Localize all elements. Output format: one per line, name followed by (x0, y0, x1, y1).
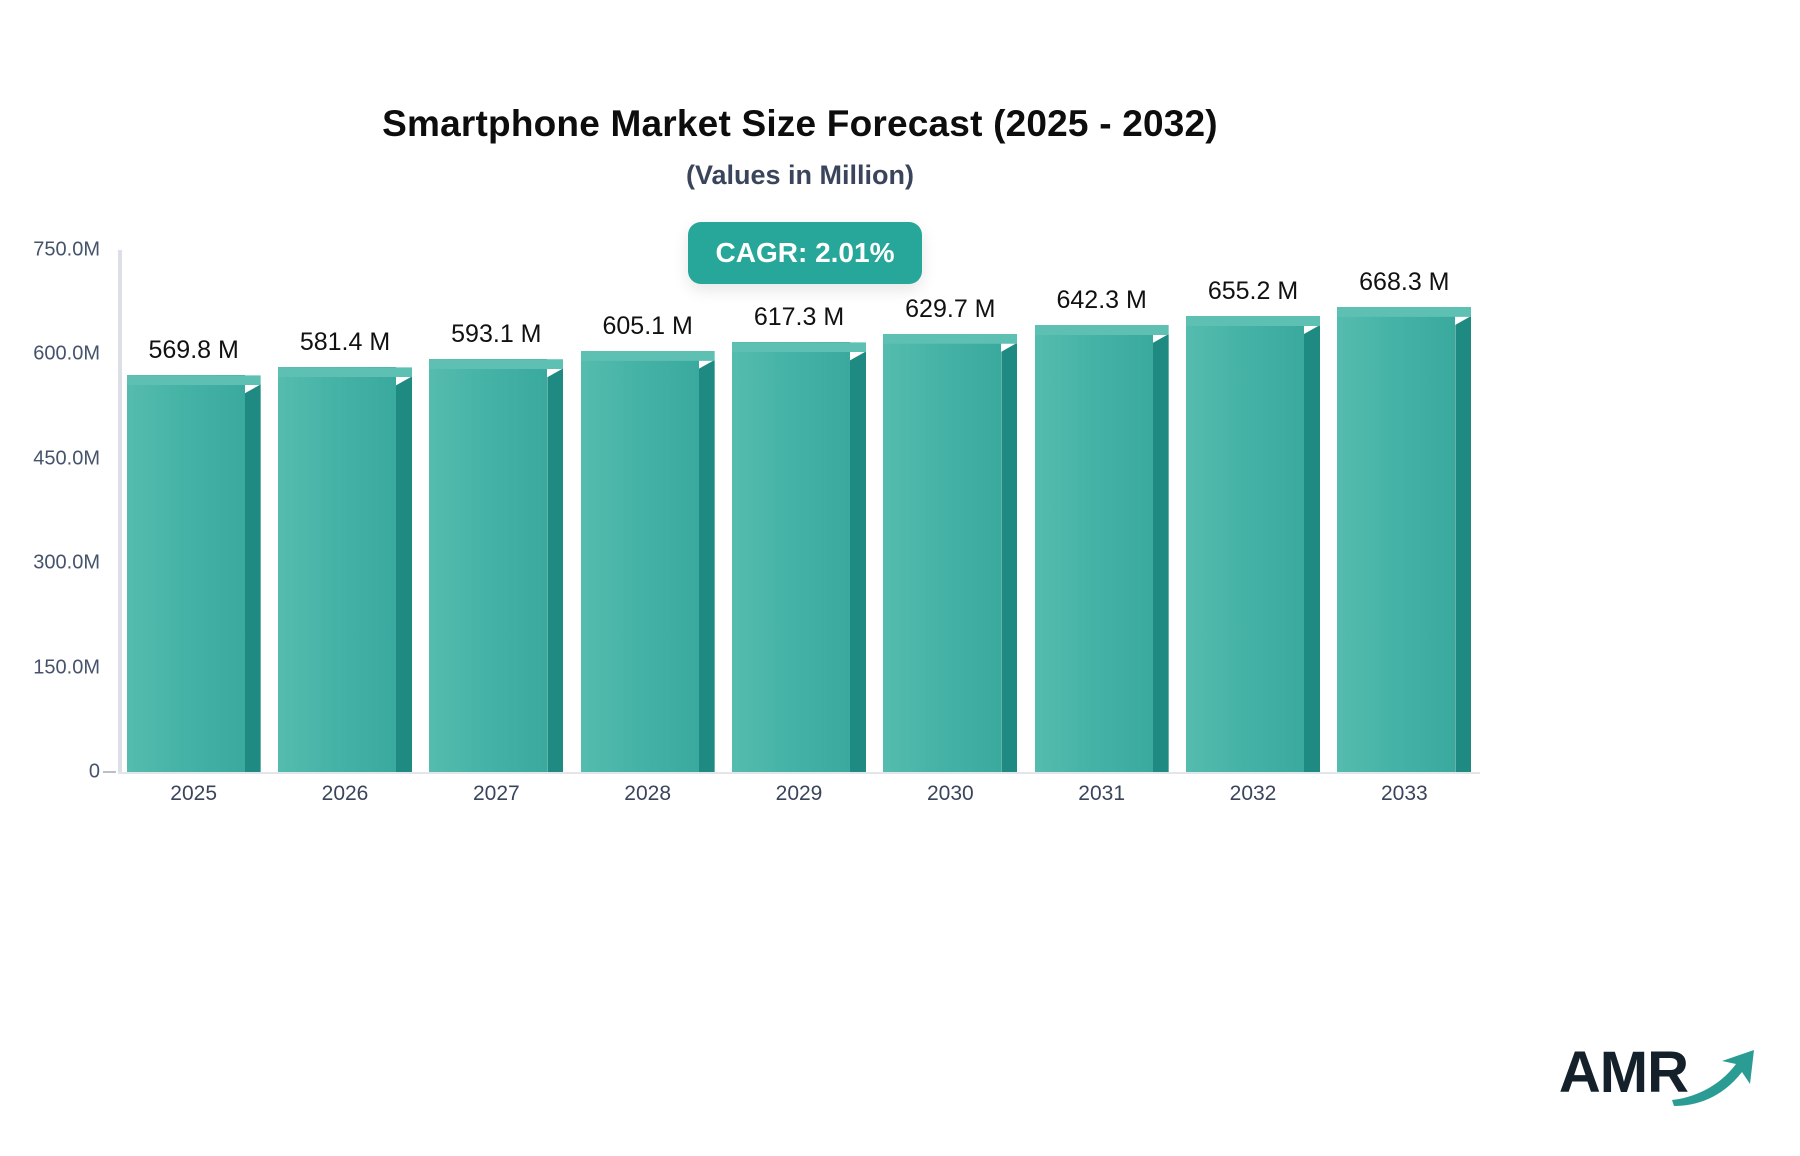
bar-column[interactable]: 593.1 M (429, 320, 564, 772)
chart-header: Smartphone Market Size Forecast (2025 - … (0, 103, 1600, 190)
bar-side-face (547, 368, 564, 772)
plot-area (118, 250, 1480, 774)
y-axis-tick-label: 150.0M (33, 656, 100, 679)
x-axis-labels: 2025 2026 2027 2028 2029 2030 2031 2032 2033 (118, 782, 1480, 822)
bar-top-face (127, 375, 261, 385)
x-axis-tick-label: 2028 (624, 782, 672, 805)
bar-column[interactable]: 617.3 M (732, 303, 866, 772)
bar-front-face (580, 350, 699, 772)
bar-top-face (278, 367, 412, 377)
bar-series: 569.8 M 581.4 M 593.1 M 605.1 M 617.3 M 629.7… (118, 250, 1480, 772)
chart-subtitle: (Values in Million) (685, 159, 915, 190)
bar-column[interactable]: 581.4 M (278, 328, 412, 772)
y-axis-tick-label: 450.0M (33, 447, 100, 470)
bar-value-label: 642.3 M (1056, 285, 1147, 314)
growth-arrow-icon (1670, 1048, 1760, 1113)
x-axis-tick-label: 2031 (1078, 782, 1126, 805)
bar-value-label: 569.8 M (148, 336, 239, 365)
cagr-badge: CAGR: 2.01% (688, 222, 922, 284)
y-axis-tick-label: 600.0M (33, 342, 100, 365)
bar-side-face (850, 351, 866, 772)
amr-logo: AMR (1559, 1038, 1760, 1108)
bar-column[interactable]: 642.3 M (1034, 286, 1169, 772)
bar-value-label: 617.3 M (753, 303, 845, 332)
bar-front-face (1034, 324, 1153, 772)
x-axis-tick-label: 2025 (170, 782, 218, 805)
bar-front-face (1186, 315, 1304, 772)
bar-front-face (1337, 306, 1456, 772)
bar-side-face (1455, 315, 1472, 772)
bar-side-face (244, 384, 261, 772)
bar-side-face (1001, 342, 1018, 772)
x-axis-tick-label: 2033 (1380, 782, 1428, 805)
y-axis-labels: 0 150.0M 300.0M 450.0M 600.0M 750.0M (0, 239, 116, 783)
y-axis-tick-label: 300.0M (33, 551, 100, 574)
bar-front-face (429, 359, 548, 772)
bar-top-face (1186, 316, 1320, 326)
bar-front-face (883, 333, 1002, 772)
bar-value-label: 655.2 M (1207, 276, 1299, 305)
x-axis-tick-label: 2029 (775, 782, 823, 805)
bar-top-face (732, 342, 866, 352)
logo-wordmark: AMR (1558, 1040, 1689, 1105)
bar-top-face (1035, 325, 1169, 335)
bar-value-label: 629.7 M (905, 294, 996, 323)
bar-front-face (278, 367, 396, 772)
bar-top-face (1337, 307, 1471, 317)
bar-top-face (883, 334, 1017, 344)
bar-column[interactable]: 605.1 M (580, 312, 715, 772)
bar-front-face (126, 375, 245, 772)
x-axis-tick-label: 2030 (926, 782, 974, 805)
bar-side-face (698, 359, 715, 772)
x-axis-tick-label: 2027 (472, 782, 520, 805)
bar-column[interactable]: 569.8 M (126, 336, 261, 772)
page-title: Smartphone Market Size Forecast (2025 - … (382, 103, 1218, 144)
bar-side-face (396, 376, 412, 772)
y-axis-line (118, 250, 122, 772)
bar-column[interactable]: 629.7 M (883, 295, 1018, 772)
y-axis-tick-label: 750.0M (33, 238, 100, 261)
bar-side-face (1304, 324, 1320, 772)
bar-value-label: 668.3 M (1359, 267, 1450, 296)
bar-column[interactable]: 668.3 M (1337, 268, 1472, 772)
bar-column[interactable]: 655.2 M (1186, 277, 1320, 772)
x-axis-line (118, 772, 1480, 774)
y-axis-tick (103, 771, 116, 773)
bar-value-label: 605.1 M (602, 311, 693, 340)
x-axis-tick-label: 2032 (1229, 782, 1277, 805)
bar-value-label: 593.1 M (451, 320, 542, 349)
bar-value-label: 581.4 M (299, 328, 391, 357)
bar-top-face (581, 351, 715, 361)
bar-top-face (429, 359, 563, 369)
bar-side-face (1152, 333, 1169, 772)
bar-front-face (732, 342, 850, 772)
x-axis-tick-label: 2026 (321, 782, 369, 805)
y-axis-tick-label: 0 (88, 760, 100, 783)
